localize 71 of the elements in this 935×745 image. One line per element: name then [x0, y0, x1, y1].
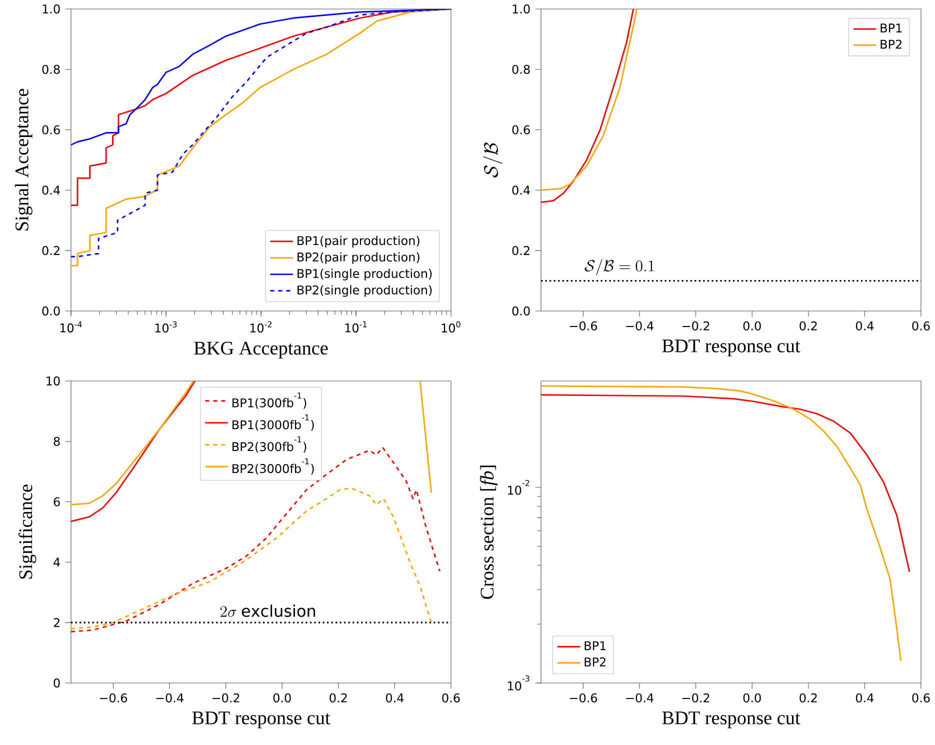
annotation: $\mathcal{S}/\mathcal{B} = 0.1$ — [584, 259, 654, 276]
x-tick-label: 10$^{0}$ — [442, 321, 460, 333]
annotation: $2\sigma\ \mathrm{exclusion}$ — [220, 604, 316, 617]
legend-label: BP2(single production) — [298, 285, 432, 297]
y-tick-label: 0 — [54, 678, 60, 688]
y-axis-title: Significance — [18, 484, 36, 579]
x-tick-label: 10$^{-4}$ — [60, 321, 82, 332]
x-axis-title: BDT response cut — [662, 712, 800, 728]
x-axis-title: BDT response cut — [192, 712, 330, 728]
x-tick-label: −0.2 — [682, 321, 710, 330]
x-tick-label: 0.6 — [912, 321, 930, 330]
y-tick-label: 0.4 — [512, 186, 530, 195]
y-axis-title: Signal Acceptance — [14, 88, 32, 230]
x-tick-label: −0.2 — [212, 693, 240, 702]
legend-label: BP1 — [880, 24, 902, 32]
y-tick-label: 0.2 — [512, 246, 530, 256]
x-tick-label: 0.4 — [386, 693, 404, 702]
y-tick-label: 4 — [54, 558, 60, 567]
x-tick-label: 0.0 — [743, 321, 761, 330]
y-tick-label: 0.2 — [42, 246, 60, 256]
y-tick-label: 0.0 — [512, 306, 530, 316]
legend-label: BP2 — [584, 657, 606, 666]
x-tick-label: −0.6 — [570, 693, 598, 702]
x-tick-label: −0.4 — [626, 693, 654, 702]
legend-label: BP2(pair production) — [298, 252, 420, 264]
legend-label: BP1(300fb-1) — [232, 392, 306, 409]
x-tick-label: 0.2 — [800, 693, 817, 702]
y-tick-label: 2 — [54, 618, 60, 628]
y-tick-label: 0.8 — [512, 64, 530, 74]
y-tick-label: 0.0 — [42, 306, 60, 316]
y-tick-label: 0.6 — [512, 125, 530, 134]
line-series — [541, 394, 910, 573]
line-series — [71, 487, 432, 630]
y-tick-label: 10-2 — [508, 480, 530, 495]
y-tick-label: 1.0 — [42, 4, 60, 14]
legend-label: BP1(3000fb-1) — [232, 414, 314, 431]
x-tick-label: 10$^{-3}$ — [155, 321, 177, 333]
x-tick-label: 10$^{-1}$ — [345, 321, 367, 332]
y-tick-label: 10-3 — [508, 676, 530, 690]
x-tick-label: 0.0 — [743, 693, 761, 702]
y-tick-label: 8 — [54, 436, 60, 446]
x-tick-label: 0.2 — [800, 321, 817, 330]
y-tick-label: 10 — [46, 376, 60, 386]
x-tick-label: −0.4 — [156, 693, 184, 702]
x-axis-title: BDT response cut — [662, 340, 800, 356]
legend-label: BP1(single production) — [298, 268, 432, 280]
y-tick-label: 0.6 — [42, 125, 60, 134]
x-tick-label: −0.4 — [626, 321, 654, 330]
y-axis-title: Cross section [fb] — [480, 466, 498, 599]
x-tick-label: 0.6 — [442, 693, 460, 702]
x-tick-label: 0.4 — [856, 321, 874, 330]
y-tick-label: 0.4 — [42, 186, 60, 195]
legend-label: BP2(300fb-1) — [232, 436, 306, 453]
line-series — [71, 380, 196, 522]
x-tick-label: 0.6 — [912, 693, 930, 702]
x-tick-label: 0.4 — [856, 693, 874, 702]
x-tick-label: −0.2 — [682, 693, 710, 702]
y-tick-label: 0.8 — [42, 64, 60, 74]
x-tick-label: 0.2 — [330, 693, 347, 702]
y-tick-label: 6 — [54, 497, 60, 506]
x-axis-title: BKG Acceptance — [194, 342, 328, 359]
x-tick-label: 10$^{-2}$ — [250, 321, 272, 333]
legend-label: BP1 — [584, 641, 606, 650]
legend-label: BP2 — [880, 40, 902, 49]
x-tick-label: 0.0 — [273, 693, 291, 702]
x-tick-label: −0.6 — [570, 321, 598, 330]
legend-label: BP1(pair production) — [298, 236, 420, 248]
x-tick-label: −0.6 — [100, 693, 128, 702]
y-axis-title: $\mathcal{S}/\mathcal{B}$ — [483, 142, 502, 178]
legend-label: BP2(3000fb-1) — [232, 458, 314, 475]
y-tick-label: 1.0 — [512, 4, 530, 14]
